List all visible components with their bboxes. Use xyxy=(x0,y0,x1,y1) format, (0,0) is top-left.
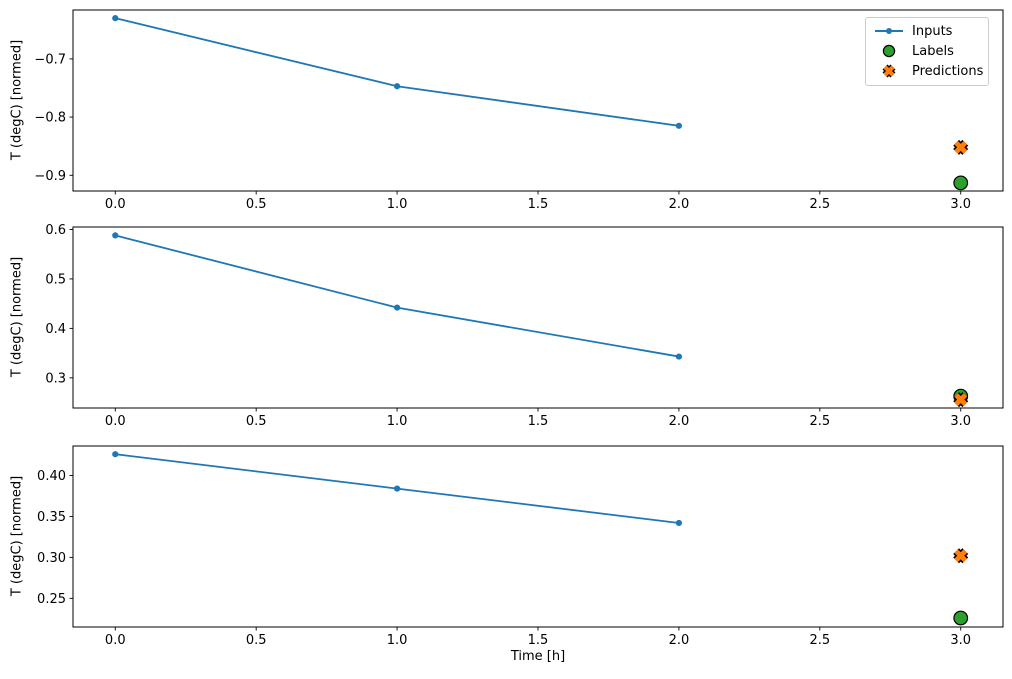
y-tick-label: 0.40 xyxy=(37,469,66,484)
x-tick-label: 1.5 xyxy=(528,414,549,429)
y-axis-label-subplot-2: T (degC) [normed] xyxy=(9,256,25,378)
y-axis-label-subplot-3: T (degC) [normed] xyxy=(9,475,25,597)
subplot-2: 0.0 0.5 1.0 1.5 2.0 2.5 3.0 0.6 0.5 0.4 0.3 xyxy=(45,223,1004,429)
inputs-point xyxy=(112,15,119,22)
x-tick-label: 0.5 xyxy=(246,633,267,648)
inputs-point xyxy=(393,485,401,492)
y-tick-label: 0.5 xyxy=(45,272,66,287)
legend-item-labels: Labels xyxy=(873,41,982,61)
x-tick-label: 1.5 xyxy=(528,197,549,212)
subplot-1: 0.0 0.5 1.0 1.5 2.0 2.5 3.0 −0.7 −0.8 −0.9 xyxy=(34,9,1004,212)
x-tick-label: 2.5 xyxy=(809,197,830,212)
legend: Inputs Labels xyxy=(865,17,989,86)
inputs-point xyxy=(675,519,683,527)
x-tick-label: 0.0 xyxy=(105,633,126,648)
axes-frame xyxy=(72,445,1004,628)
predictions-point xyxy=(953,139,969,155)
y-tick-label: −0.8 xyxy=(34,111,66,126)
x-tick-label: 0.0 xyxy=(105,414,126,429)
predictions-x-icon xyxy=(873,63,905,79)
inputs-point xyxy=(393,304,401,311)
x-tick-label: 1.0 xyxy=(387,197,408,212)
x-tick-label: 2.0 xyxy=(669,633,690,648)
x-tick-label: 3.0 xyxy=(950,197,971,212)
inputs-line xyxy=(115,17,680,127)
y-tick-label: 0.3 xyxy=(45,371,66,386)
y-tick-label: 0.4 xyxy=(45,322,66,337)
predictions-point xyxy=(953,548,969,564)
inputs-point xyxy=(112,232,119,239)
x-tick-label: 3.0 xyxy=(950,414,971,429)
inputs-point xyxy=(112,451,119,458)
y-tick-label: −0.7 xyxy=(34,52,66,67)
x-tick-label: 1.0 xyxy=(387,633,408,648)
labels-point xyxy=(953,610,969,626)
y-tick-label: −0.9 xyxy=(34,169,66,184)
y-axis-label-subplot-1: T (degC) [normed] xyxy=(9,39,25,161)
inputs-point xyxy=(675,353,683,360)
legend-label-inputs: Inputs xyxy=(912,23,953,39)
legend-label-labels: Labels xyxy=(912,43,954,59)
inputs-point xyxy=(393,83,401,90)
legend-item-inputs: Inputs xyxy=(873,21,982,41)
x-tick-label: 2.0 xyxy=(669,414,690,429)
x-tick-label: 0.5 xyxy=(246,414,267,429)
legend-label-predictions: Predictions xyxy=(912,63,984,79)
y-tick-label: 0.30 xyxy=(37,551,66,566)
x-tick-label: 0.5 xyxy=(246,197,267,212)
axes-frame xyxy=(72,9,1004,192)
inputs-point xyxy=(675,122,683,129)
y-tick-label: 0.25 xyxy=(37,592,66,607)
y-tick-label: 0.35 xyxy=(37,510,66,525)
inputs-line xyxy=(115,234,680,358)
x-tick-label: 1.5 xyxy=(528,633,549,648)
inputs-line-icon xyxy=(873,24,905,38)
legend-item-predictions: Predictions xyxy=(873,61,984,81)
labels-circle-icon xyxy=(873,43,905,59)
x-tick-label: 2.0 xyxy=(669,197,690,212)
y-tick-label: 0.6 xyxy=(45,223,66,238)
x-tick-label: 3.0 xyxy=(950,633,971,648)
axes-frame xyxy=(72,226,1004,409)
labels-point xyxy=(953,175,969,191)
x-axis-label: Time [h] xyxy=(510,649,566,664)
x-tick-label: 0.0 xyxy=(105,197,126,212)
subplot-3: 0.0 0.5 1.0 1.5 2.0 2.5 3.0 0.40 0.35 0.30 0.25 xyxy=(37,445,1004,648)
predictions-point xyxy=(953,392,969,408)
x-tick-label: 1.0 xyxy=(387,414,408,429)
x-tick-label: 2.5 xyxy=(809,633,830,648)
x-tick-label: 2.5 xyxy=(809,414,830,429)
